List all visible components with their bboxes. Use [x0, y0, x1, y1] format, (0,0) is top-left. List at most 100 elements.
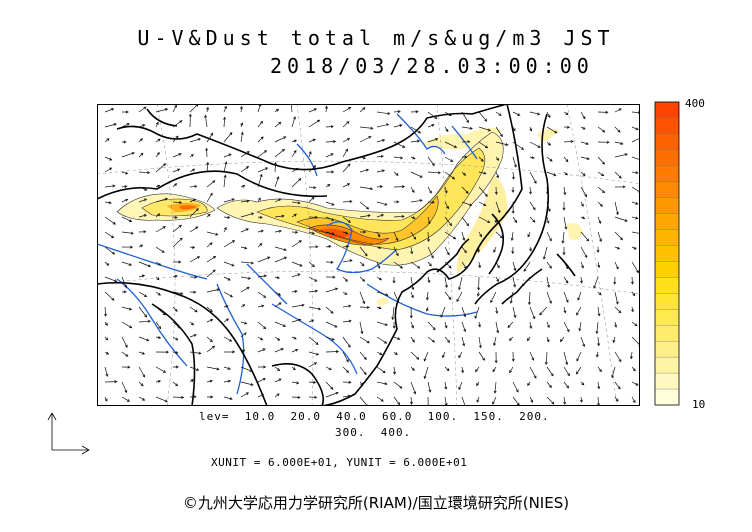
wind-arrow [614, 185, 626, 189]
wind-arrow [376, 214, 385, 218]
wind-arrow [342, 245, 350, 249]
wind-arrow [529, 126, 533, 132]
wind-arrow [511, 201, 515, 214]
wind-arrow [359, 186, 374, 191]
wind-arrow [458, 381, 463, 391]
wind-arrow [597, 231, 602, 243]
wind-arrow [495, 201, 501, 214]
wind-arrow [614, 108, 622, 113]
wind-arrow [104, 380, 118, 384]
wind-arrow [206, 336, 213, 343]
wind-arrow [274, 176, 280, 188]
wind-arrow [104, 138, 110, 143]
wind-arrow [172, 336, 179, 341]
wind-arrow [461, 111, 470, 124]
wind-arrow [631, 201, 639, 205]
wind-arrow [172, 365, 179, 369]
wind-arrow [155, 213, 161, 218]
wind-arrow [121, 261, 133, 266]
wind-arrow [122, 110, 129, 114]
wind-arrow [461, 366, 465, 374]
wind-arrow [444, 321, 448, 329]
wind-arrow [423, 366, 429, 380]
wind-arrow [189, 321, 195, 326]
wind-arrow [104, 336, 109, 341]
wind-arrow [478, 126, 492, 132]
wind-arrow [359, 156, 366, 160]
wind-arrow [325, 231, 335, 236]
wind-arrow [291, 395, 301, 399]
wind-arrow [423, 351, 429, 362]
wind-arrow [578, 321, 582, 332]
wind-arrow [563, 216, 568, 230]
wind-arrow [189, 184, 198, 188]
wind-arrow [325, 244, 332, 248]
wind-arrow [461, 126, 473, 130]
wind-arrow [325, 366, 332, 371]
wind-arrow [458, 351, 463, 359]
wind-arrow [223, 318, 229, 323]
wind-arrow [291, 149, 297, 158]
wind-arrow [206, 366, 220, 371]
wind-arrow [342, 259, 353, 263]
colorbar-step [655, 213, 679, 231]
wind-arrow [393, 336, 401, 340]
wind-arrow [189, 208, 199, 218]
wind-arrow [308, 138, 316, 143]
wind-arrow [274, 276, 281, 280]
wind-arrow [478, 261, 482, 269]
wind-arrow [121, 245, 134, 249]
wind-arrow [580, 171, 586, 177]
wind-arrow [172, 183, 178, 188]
wind-arrow [240, 246, 248, 250]
wind-arrow [155, 108, 169, 113]
wind-arrow [546, 336, 550, 343]
wind-arrow [576, 366, 582, 375]
wind-arrow [597, 140, 610, 144]
wind-arrow [393, 231, 399, 242]
wind-arrow [342, 148, 348, 158]
wind-arrow [274, 246, 287, 252]
wind-arrow [155, 291, 161, 296]
wind-arrow [597, 381, 601, 390]
wind-arrow [189, 245, 196, 249]
wind-arrow [206, 161, 210, 173]
wind-arrow [274, 198, 282, 203]
wind-arrow [614, 261, 619, 270]
wind-arrow [121, 276, 128, 289]
wind-arrow [172, 306, 178, 312]
wind-arrow [427, 186, 432, 194]
wind-arrow [291, 348, 299, 353]
wind-arrow [291, 177, 302, 188]
wind-arrow [376, 321, 388, 327]
wind-arrow [155, 261, 162, 266]
wind-arrow [240, 122, 244, 128]
wind-arrow [444, 366, 450, 372]
wind-arrow [442, 351, 446, 359]
wind-arrow [410, 321, 415, 329]
wind-arrow [576, 351, 582, 362]
wind-arrow [563, 306, 567, 314]
wind-arrow [510, 231, 514, 242]
wind-arrow [393, 200, 400, 204]
wind-arrow [325, 183, 331, 188]
wind-arrow [104, 201, 112, 205]
wind-arrow [494, 217, 498, 224]
wind-arrow [614, 246, 621, 250]
wind-arrow [121, 290, 127, 294]
wind-arrow [461, 261, 467, 269]
wind-arrow [529, 306, 536, 320]
wind-arrow [427, 246, 434, 259]
wind-arrow [614, 321, 618, 328]
colorbar-step [655, 277, 679, 294]
wind-arrow [393, 366, 397, 375]
wind-arrow [172, 381, 179, 387]
wind-arrow [562, 202, 566, 211]
wind-arrow [427, 321, 436, 331]
wind-arrow [121, 123, 130, 128]
wind-arrow [291, 289, 298, 293]
wind-arrow [291, 213, 297, 218]
wind-arrow [172, 291, 184, 296]
coastlines [97, 104, 576, 406]
wind-arrow [189, 154, 194, 158]
